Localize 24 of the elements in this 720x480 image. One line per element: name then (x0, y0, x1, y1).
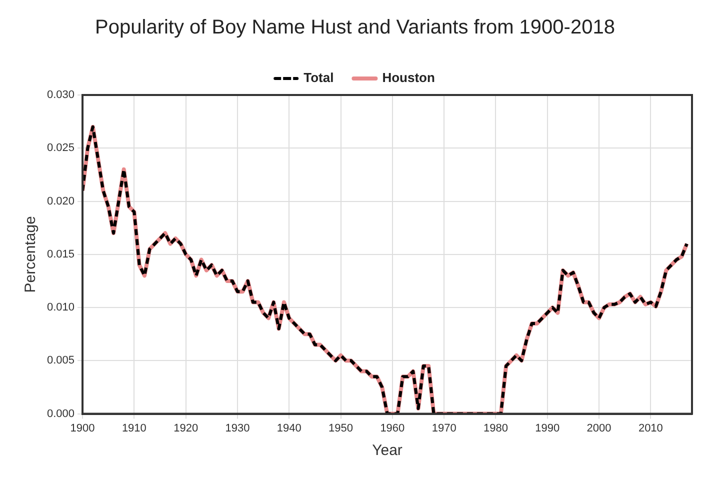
y-tick-label: 0.005 (46, 354, 75, 367)
x-tick-label: 1990 (535, 422, 560, 434)
x-tick-label: 1940 (276, 422, 302, 434)
x-tick-label: 1910 (122, 422, 146, 434)
y-tick-label: 0.010 (46, 302, 75, 314)
x-tick-label: 2000 (586, 422, 612, 434)
x-tick-label: 1920 (174, 422, 198, 434)
x-tick-label: 1930 (225, 422, 250, 434)
x-tick-label: 1980 (483, 422, 508, 434)
legend-label: Total (304, 70, 334, 86)
x-tick-label: 2010 (638, 422, 663, 434)
x-tick-label: 1950 (328, 422, 354, 434)
x-tick-label: 1900 (70, 422, 95, 434)
x-tick-label: 1960 (380, 422, 405, 434)
x-axis-title: Year (372, 442, 402, 460)
x-tick-label: 1970 (432, 422, 456, 434)
y-tick-label: 0.025 (46, 142, 75, 154)
legend-label: Houston (382, 70, 435, 86)
y-tick-label: 0.000 (46, 408, 75, 420)
y-tick-label: 0.030 (46, 89, 75, 102)
y-axis-title: Percentage (22, 216, 40, 293)
y-tick-label: 0.015 (46, 248, 75, 260)
y-tick-label: 0.020 (46, 195, 75, 208)
chart-title: Popularity of Boy Name Hust and Variants from 1900-2018 (95, 16, 615, 39)
